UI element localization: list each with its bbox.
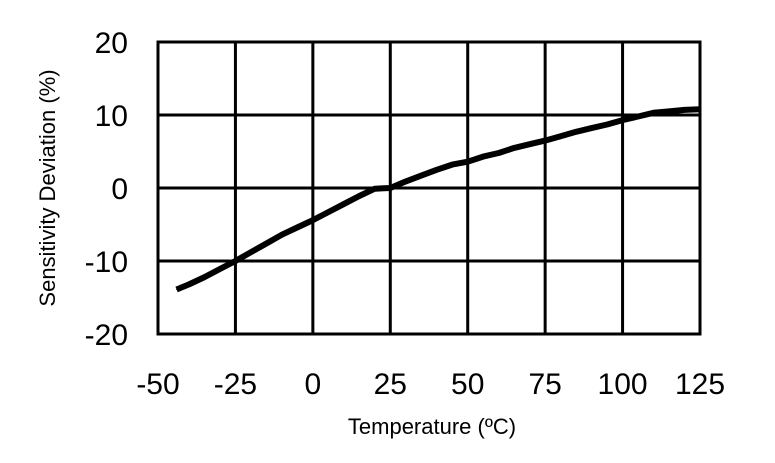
data-point [606,123,608,125]
series-group [175,106,701,293]
data-point [405,180,407,182]
x-tick-label: 125 [675,368,725,401]
data-point [219,268,221,270]
data-point [699,108,701,110]
y-tick-label: 10 [95,100,128,133]
data-point [575,131,577,133]
x-tick-label: -25 [214,368,257,401]
data-point [358,195,360,197]
x-tick-labels: -50 -25 0 25 50 75 100 125 [136,368,725,401]
data-point [451,164,453,166]
data-point [529,143,531,145]
x-tick-label: 100 [598,368,648,401]
x-tick-label: 50 [451,368,484,401]
data-point [498,152,500,154]
data-point [234,260,236,262]
x-axis-label: Temperature (ºC) [348,414,516,439]
data-point [544,140,546,142]
x-tick-label: -50 [136,368,179,401]
data-point [327,211,329,213]
data-point [668,110,670,112]
data-point [343,203,345,205]
data-point [265,242,267,244]
data-point [281,234,283,236]
data-point [250,251,252,253]
y-tick-label: -20 [85,319,128,352]
data-point [436,169,438,171]
y-tick-label: 20 [95,27,128,60]
x-tick-label: 25 [374,368,407,401]
y-tick-label: -10 [85,246,128,279]
data-point [684,109,686,111]
plot-frame [156,40,702,336]
y-tick-labels: 20 10 0 -10 -20 [85,27,128,352]
data-point [420,175,422,177]
data-point [560,135,562,137]
y-tick-label: 0 [111,173,128,206]
data-point [622,119,624,121]
data-point [203,276,205,278]
data-point [591,127,593,129]
data-point [653,112,655,114]
y-axis-label: Sensitivity Deviation (%) [35,69,60,306]
data-point [482,156,484,158]
data-point [637,115,639,117]
data-point [312,219,314,221]
x-tick-label: 75 [528,368,561,401]
data-point [467,161,469,163]
data-point [296,226,298,228]
data-point [389,187,391,189]
data-point [374,188,376,190]
data-point [513,147,515,149]
x-tick-label: 0 [305,368,322,401]
data-point [188,283,190,285]
data-point [176,288,178,290]
